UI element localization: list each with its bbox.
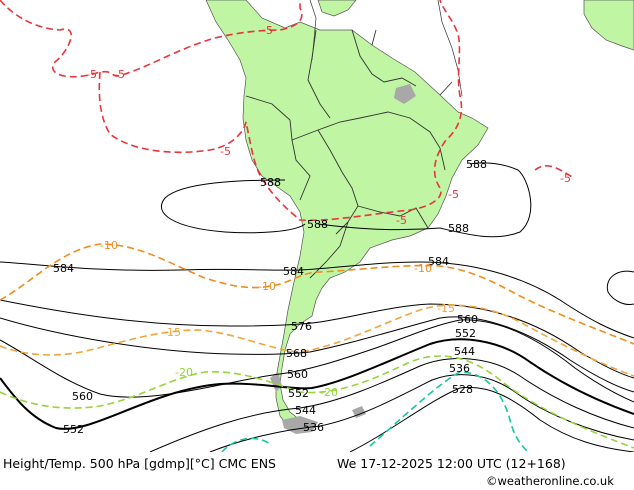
contour-584-loop xyxy=(606,270,634,305)
map-footer: Height/Temp. 500 hPa [gdmp][°C] CMC ENS … xyxy=(0,452,634,490)
isotherm-minus5-right xyxy=(534,165,575,179)
isotherm-label: -10 xyxy=(414,262,432,275)
contour-588-west xyxy=(160,179,306,234)
contour-label: 552 xyxy=(63,423,84,436)
isotherm-label: -15 xyxy=(163,326,181,339)
contour-552 xyxy=(0,338,634,430)
isotherm-minus25-bottom xyxy=(221,437,271,453)
contour-label: 544 xyxy=(454,345,475,358)
map-title: Height/Temp. 500 hPa [gdmp][°C] CMC ENS xyxy=(3,456,276,471)
isotherm-label: -5 xyxy=(220,145,231,158)
isotherm-label: -10 xyxy=(100,239,118,252)
contour-label: 588 xyxy=(466,158,487,171)
contour-568 xyxy=(0,316,634,393)
credit-link[interactable]: ©weatheronline.co.uk xyxy=(486,474,614,488)
contour-label: 560 xyxy=(72,390,93,403)
isotherm-label: -5 xyxy=(560,172,571,185)
contour-528 xyxy=(349,386,634,453)
contour-label: 588 xyxy=(448,222,469,235)
isotherm-minus15 xyxy=(0,304,634,377)
weather-map: 588 588 588 588 584 584 584 576 568 560 … xyxy=(0,0,634,453)
temperature-isotherms xyxy=(0,0,634,453)
isotherm-label: -5 xyxy=(114,68,125,81)
isotherm-label: -5 xyxy=(448,188,459,201)
isotherm-minus20 xyxy=(0,355,634,449)
contour-588-east xyxy=(439,162,532,238)
contour-576 xyxy=(0,299,634,379)
isotherm-minus5-top xyxy=(0,0,303,78)
contour-label: 560 xyxy=(287,368,308,381)
contour-label: 552 xyxy=(288,387,309,400)
contour-label: 544 xyxy=(295,404,316,417)
contour-label: 588 xyxy=(260,176,281,189)
contour-560 xyxy=(0,319,634,403)
country-borders xyxy=(245,29,453,279)
contour-label: 584 xyxy=(428,255,449,268)
contour-label: 576 xyxy=(291,320,312,333)
contour-label: 568 xyxy=(286,347,307,360)
height-contours xyxy=(0,162,634,453)
isotherm-minus25-right xyxy=(369,371,529,453)
temp-labels: -5 -5 -5 -5 -5 -5 -5 -10 -10 -10 -15 -15… xyxy=(86,24,571,399)
isotherm-label: -20 xyxy=(320,386,338,399)
isotherm-label: -5 xyxy=(262,24,273,37)
isotherm-label: -5 xyxy=(86,68,97,81)
rivers xyxy=(309,0,463,97)
isotherm-label: -20 xyxy=(175,366,193,379)
land-top-right xyxy=(583,0,634,51)
contour-label: 560 xyxy=(457,313,478,326)
land-top-center xyxy=(317,0,357,17)
contour-label: 584 xyxy=(53,262,74,275)
contour-label: 588 xyxy=(307,218,328,231)
isotherm-label: -15 xyxy=(437,302,455,315)
isotherm-label: -5 xyxy=(396,214,407,227)
contour-label: 528 xyxy=(452,383,473,396)
valid-datetime: We 17-12-2025 12:00 UTC (12+168) xyxy=(337,456,566,471)
height-labels: 588 588 588 588 584 584 584 576 568 560 … xyxy=(53,158,487,436)
contour-588-mid xyxy=(317,223,441,231)
contour-label: 536 xyxy=(303,421,324,434)
isotherm-minus10 xyxy=(0,243,634,345)
contour-label: 584 xyxy=(283,265,304,278)
grey-islands xyxy=(394,84,416,104)
contour-label: 552 xyxy=(455,327,476,340)
contour-584 xyxy=(0,261,634,339)
contour-label: 536 xyxy=(449,362,470,375)
contour-544 xyxy=(149,358,634,453)
map-canvas: 588 588 588 588 584 584 584 576 568 560 … xyxy=(0,0,634,453)
isotherm-label: -10 xyxy=(258,280,276,293)
grey-falklands xyxy=(352,406,366,418)
isotherm-minus5-loop xyxy=(98,0,463,222)
